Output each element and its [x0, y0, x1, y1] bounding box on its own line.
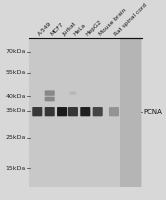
Bar: [120, 38, 141, 187]
FancyBboxPatch shape: [57, 107, 67, 116]
Text: Jurkat: Jurkat: [62, 21, 78, 37]
Text: Rat spinal cord: Rat spinal cord: [114, 2, 149, 37]
Text: 55kDa: 55kDa: [5, 70, 26, 75]
Text: HeLa: HeLa: [73, 22, 87, 37]
Text: PCNA: PCNA: [143, 109, 162, 115]
FancyBboxPatch shape: [70, 91, 76, 95]
FancyBboxPatch shape: [45, 97, 55, 101]
FancyBboxPatch shape: [80, 107, 90, 116]
Text: 15kDa: 15kDa: [5, 166, 26, 171]
Text: 70kDa: 70kDa: [5, 49, 26, 54]
FancyBboxPatch shape: [45, 90, 55, 96]
Text: 35kDa: 35kDa: [5, 108, 26, 113]
Text: 40kDa: 40kDa: [5, 94, 26, 99]
FancyBboxPatch shape: [109, 107, 119, 116]
Text: A-549: A-549: [37, 21, 53, 37]
Text: Mouse brain: Mouse brain: [98, 7, 127, 37]
Text: HepG2: HepG2: [85, 19, 103, 37]
FancyBboxPatch shape: [32, 107, 42, 116]
Bar: [29, 38, 142, 187]
FancyBboxPatch shape: [68, 107, 78, 116]
FancyBboxPatch shape: [45, 107, 55, 116]
FancyBboxPatch shape: [93, 107, 103, 116]
Text: 25kDa: 25kDa: [5, 135, 26, 140]
Text: MCF7: MCF7: [50, 21, 65, 37]
